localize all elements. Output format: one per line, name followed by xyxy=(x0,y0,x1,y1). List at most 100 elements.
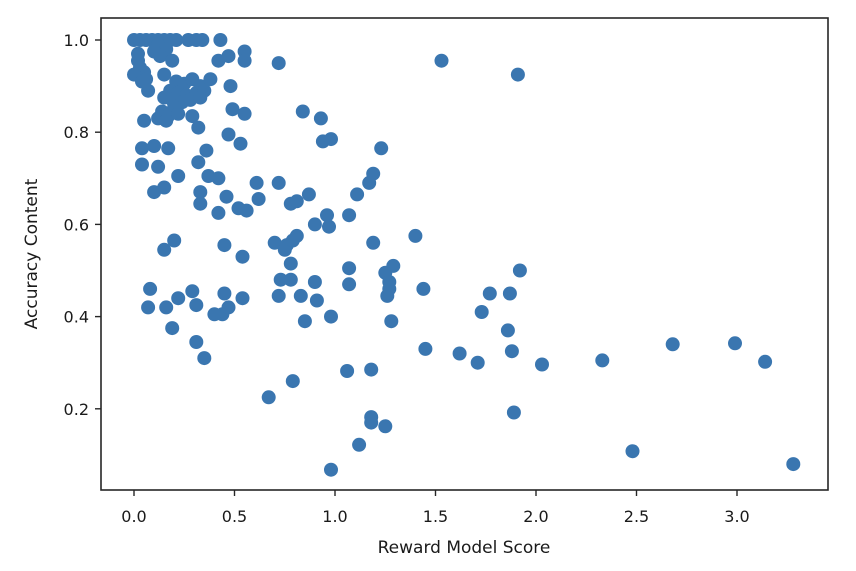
data-point xyxy=(364,415,379,430)
data-point xyxy=(159,300,174,315)
data-point xyxy=(195,33,210,47)
data-point xyxy=(141,300,156,315)
data-point xyxy=(267,235,282,250)
data-point xyxy=(169,33,184,47)
data-point xyxy=(470,355,485,370)
data-point xyxy=(758,354,773,369)
y-axis-label: Accuracy Content xyxy=(22,178,42,329)
data-point xyxy=(141,83,156,98)
data-point xyxy=(786,457,801,472)
data-point xyxy=(293,288,308,303)
data-point xyxy=(185,109,200,124)
data-point xyxy=(340,364,355,378)
data-point xyxy=(295,104,310,119)
data-point xyxy=(165,321,180,336)
data-point xyxy=(143,281,158,296)
x-tick-label: 2.5 xyxy=(624,507,649,526)
data-point xyxy=(378,419,393,434)
data-point xyxy=(223,79,238,94)
y-tick-label: 0.2 xyxy=(64,400,89,419)
x-tick-label: 1.0 xyxy=(322,507,347,526)
data-point xyxy=(366,235,381,250)
data-point xyxy=(506,405,521,420)
y-tick-label: 1.0 xyxy=(64,31,89,50)
x-tick-label: 0.5 xyxy=(222,507,247,526)
data-point xyxy=(237,53,252,68)
data-point xyxy=(273,272,288,287)
data-point xyxy=(251,192,266,206)
data-point xyxy=(342,208,357,223)
x-axis-label: Reward Model Score xyxy=(378,538,551,558)
data-point xyxy=(309,293,324,308)
data-point xyxy=(211,171,226,186)
data-point xyxy=(261,390,276,405)
data-point xyxy=(625,444,640,459)
data-point xyxy=(474,305,489,319)
data-point xyxy=(147,139,162,153)
data-point xyxy=(197,351,212,366)
data-point xyxy=(452,346,467,361)
data-point xyxy=(408,228,423,243)
data-point xyxy=(193,185,208,200)
data-point xyxy=(161,141,176,156)
data-point xyxy=(151,159,166,174)
data-point xyxy=(595,353,610,368)
data-point xyxy=(191,120,206,135)
data-point xyxy=(135,157,149,172)
data-point xyxy=(189,298,204,313)
data-point xyxy=(193,196,208,211)
data-point xyxy=(434,53,449,68)
data-point xyxy=(728,336,742,351)
data-point xyxy=(171,106,186,121)
data-point xyxy=(382,275,397,289)
data-point xyxy=(271,56,286,71)
data-point xyxy=(352,437,367,452)
data-points xyxy=(127,33,801,477)
data-point xyxy=(249,175,264,190)
data-point xyxy=(271,175,286,190)
x-axis-ticks: 0.0 0.5 1.0 1.5 2.0 2.5 3.0 xyxy=(121,490,750,526)
y-tick-label: 0.8 xyxy=(64,123,89,142)
data-point xyxy=(418,341,433,356)
data-point xyxy=(157,180,172,195)
y-axis-ticks: 0.2 0.4 0.6 0.8 1.0 xyxy=(64,31,101,419)
data-point xyxy=(217,238,232,253)
x-tick-label: 0.0 xyxy=(121,507,146,526)
data-point xyxy=(225,102,240,117)
y-tick-label: 0.4 xyxy=(64,308,89,327)
data-point xyxy=(213,33,228,47)
data-point xyxy=(366,166,381,181)
data-point xyxy=(322,219,336,234)
data-point xyxy=(502,286,517,301)
plot-frame xyxy=(100,17,829,491)
data-point xyxy=(374,141,389,156)
data-point xyxy=(171,291,186,306)
x-tick-label: 1.5 xyxy=(423,507,448,526)
data-point xyxy=(185,284,200,299)
data-point xyxy=(219,189,234,204)
data-point xyxy=(297,314,312,329)
data-point xyxy=(235,291,250,306)
data-point xyxy=(313,111,328,126)
data-point xyxy=(364,362,379,377)
data-point xyxy=(324,309,338,324)
data-point xyxy=(324,132,338,147)
data-point xyxy=(386,258,401,273)
data-point xyxy=(189,335,204,349)
data-point xyxy=(217,286,232,301)
data-point xyxy=(235,249,250,264)
data-point xyxy=(221,300,236,315)
data-point xyxy=(289,194,304,209)
data-point xyxy=(350,187,365,202)
data-point xyxy=(221,127,236,142)
data-point xyxy=(342,277,357,292)
x-tick-label: 2.0 xyxy=(523,507,548,526)
data-point xyxy=(512,263,527,278)
data-point xyxy=(384,314,399,329)
data-point xyxy=(482,286,497,301)
data-point xyxy=(207,307,222,322)
y-tick-label: 0.6 xyxy=(64,215,89,234)
data-point xyxy=(535,357,549,372)
data-point xyxy=(157,242,172,257)
data-point xyxy=(239,203,254,218)
